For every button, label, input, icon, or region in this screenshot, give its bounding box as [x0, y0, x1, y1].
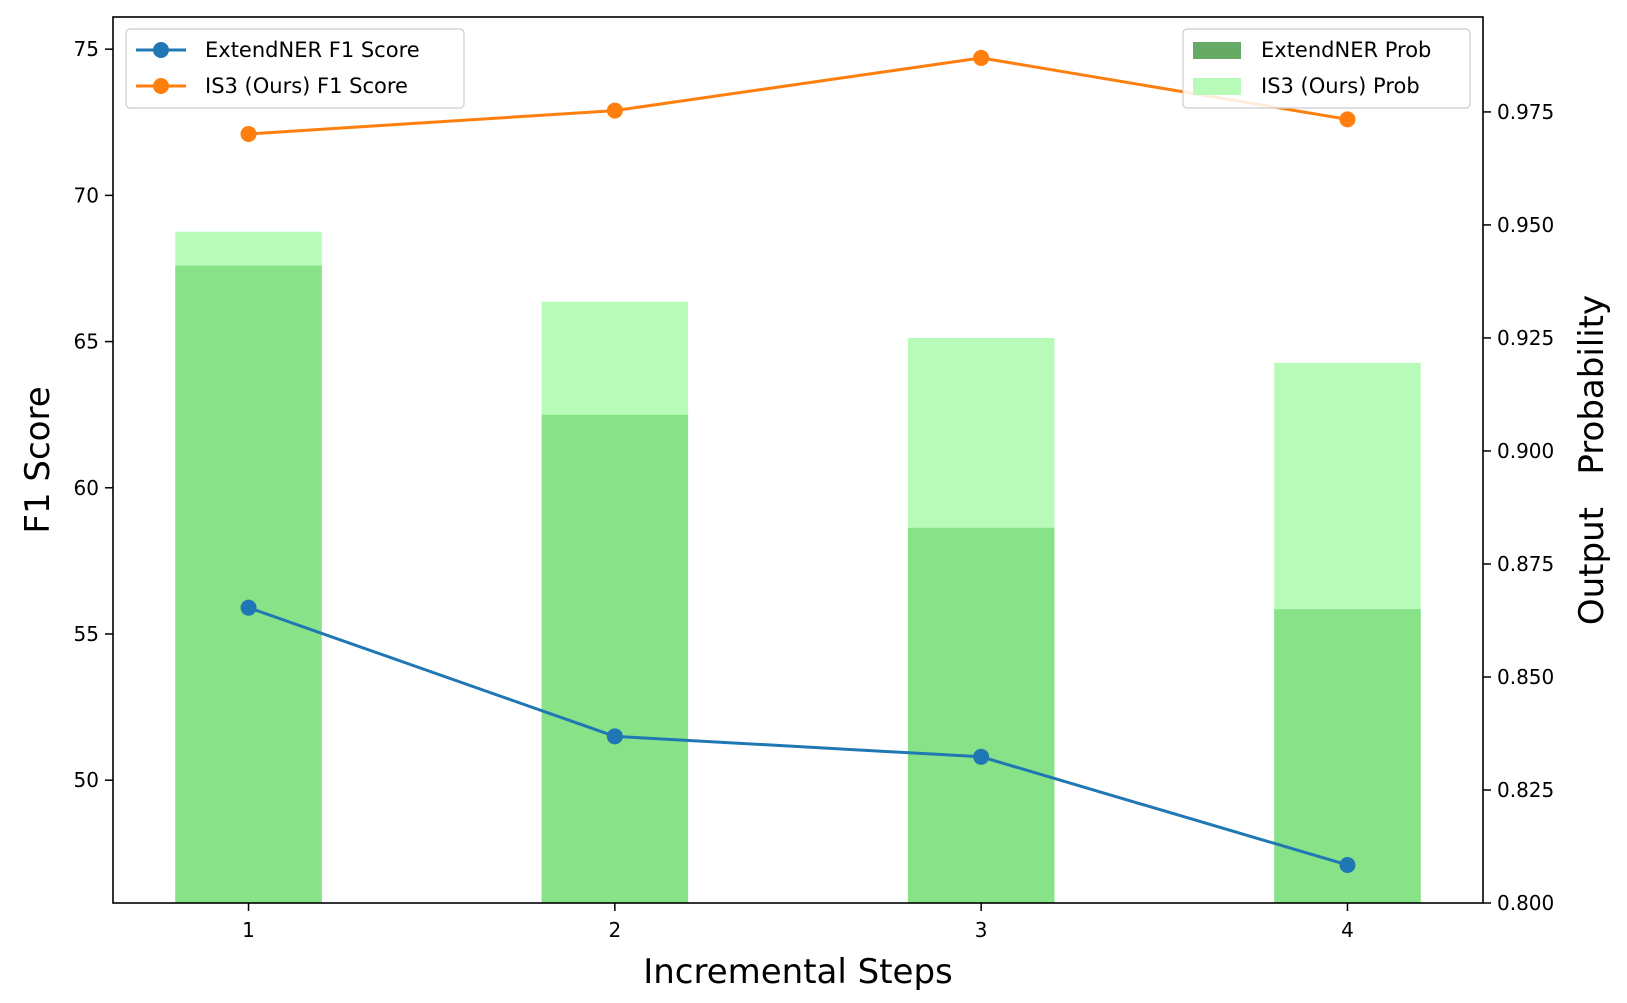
x-tick-label: 2	[608, 918, 621, 942]
right-tick-label: 0.925	[1497, 326, 1554, 350]
line-is3-ours-f1-score	[248, 56, 1348, 136]
y-axis-right-title: Output Probability	[1572, 295, 1612, 625]
lines-layer	[240, 49, 1356, 873]
bar-extendner-prob-1	[175, 265, 322, 903]
right-axis-ticks: 0.800 0.825 0.850 0.875 0.900 0.925 0.950 0.975	[1483, 100, 1554, 915]
legend-extendner-prob-label: ExtendNER Prob	[1261, 38, 1431, 62]
legend-lines-box	[125, 28, 465, 109]
bars-layer	[175, 231, 1421, 904]
legend-bars: ExtendNER Prob IS3 (Ours) Prob	[1182, 28, 1471, 109]
right-tick-label: 0.850	[1497, 665, 1554, 689]
y-axis-title: F1 Score	[18, 386, 58, 533]
left-tick-label: 75	[74, 37, 99, 61]
point-extendner-f1-score-1	[240, 599, 257, 616]
right-tick-label: 0.800	[1497, 891, 1554, 915]
legend-is3-prob-swatch	[1193, 78, 1241, 95]
legend-extendner-f1-marker	[153, 42, 169, 58]
legend-extendner-f1-label: ExtendNER F1 Score	[205, 38, 420, 62]
point-extendner-f1-score-4	[1339, 856, 1356, 873]
left-axis-ticks: 50 55 60 65 70 75	[74, 37, 113, 792]
x-axis-ticks: 1 2 3 4	[242, 903, 1354, 942]
bar-extendner-prob-2	[541, 414, 689, 903]
right-tick-label: 0.875	[1497, 552, 1554, 576]
bar-extendner-prob-3	[907, 527, 1055, 903]
legend-lines: ExtendNER F1 Score IS3 (Ours) F1 Score	[125, 28, 465, 109]
point-is3-ours-f1-score-3	[973, 49, 990, 66]
left-tick-label: 65	[74, 330, 99, 354]
x-tick-label: 3	[975, 918, 988, 942]
left-tick-label: 55	[74, 622, 99, 646]
right-tick-label: 0.900	[1497, 439, 1554, 463]
legend-is3-f1-label: IS3 (Ours) F1 Score	[205, 74, 408, 98]
left-tick-label: 70	[74, 183, 99, 207]
left-tick-label: 50	[74, 768, 99, 792]
point-extendner-f1-score-3	[973, 748, 990, 765]
right-tick-label: 0.825	[1497, 778, 1554, 802]
bar-extendner-prob-4	[1274, 609, 1421, 903]
legend-bars-box	[1182, 28, 1471, 109]
legend-is3-prob-label: IS3 (Ours) Prob	[1261, 74, 1420, 98]
point-is3-ours-f1-score-4	[1339, 111, 1356, 128]
legend-is3-f1-marker	[153, 78, 169, 94]
x-axis-title: Incremental Steps	[643, 952, 953, 992]
point-extendner-f1-score-2	[606, 728, 623, 745]
plot-frame	[112, 16, 1484, 904]
right-tick-label: 0.950	[1497, 213, 1554, 237]
line-extendner-f1-score	[248, 606, 1348, 867]
legend-extendner-prob-swatch	[1193, 42, 1241, 59]
point-is3-ours-f1-score-2	[606, 102, 623, 119]
left-tick-label: 60	[74, 476, 99, 500]
point-is3-ours-f1-score-1	[240, 125, 257, 142]
right-tick-label: 0.975	[1497, 100, 1554, 124]
x-tick-label: 1	[242, 918, 255, 942]
x-tick-label: 4	[1341, 918, 1354, 942]
